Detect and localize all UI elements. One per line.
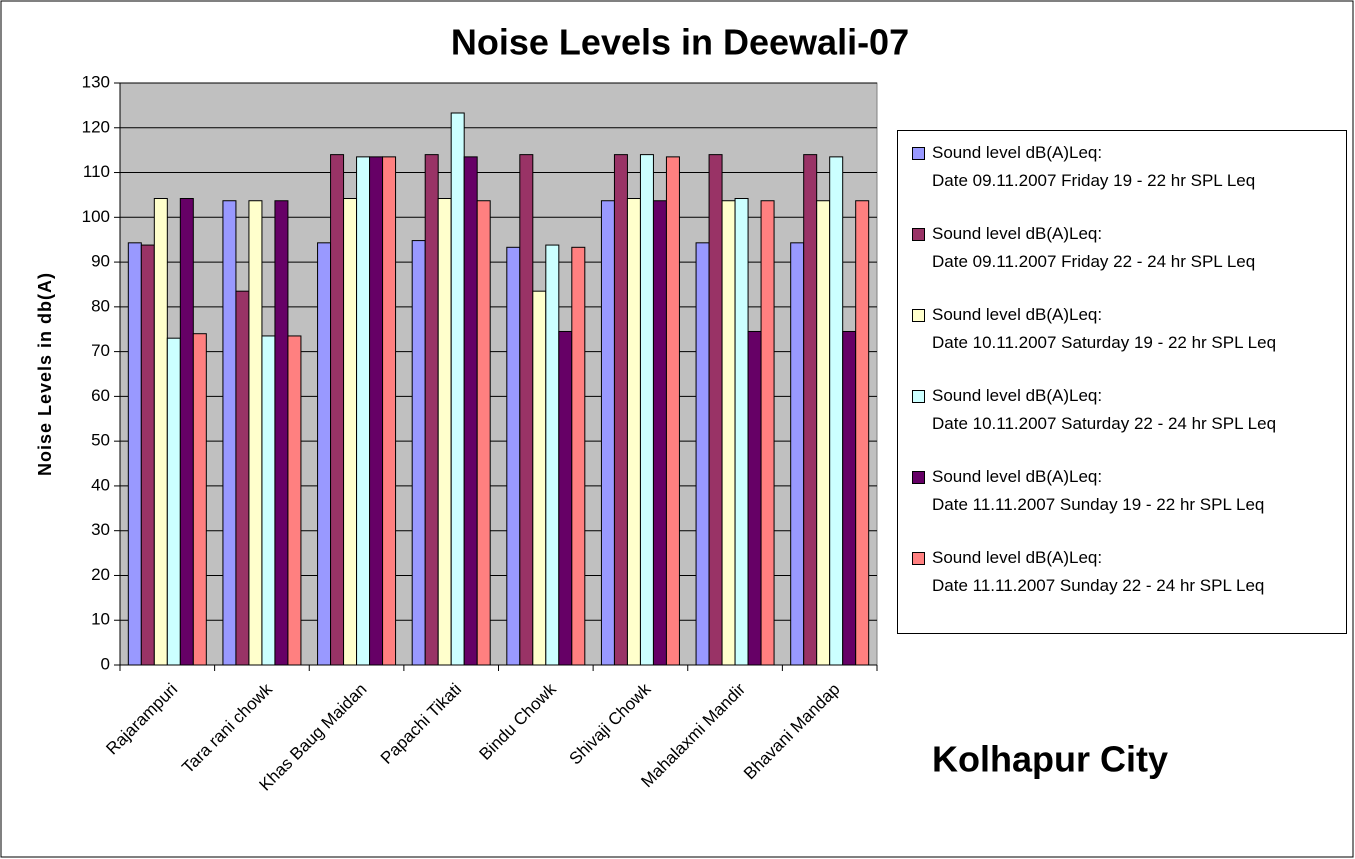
bar: [411, 240, 426, 666]
bar: [222, 200, 237, 666]
y-tick-label: 10: [91, 610, 110, 629]
bar: [179, 198, 194, 666]
legend-label: Sound level dB(A)Leq: Date 10.11.2007 Sa…: [932, 386, 1277, 433]
bar: [695, 242, 710, 666]
legend-swatch: [912, 471, 925, 484]
bar: [721, 200, 736, 666]
bar: [463, 156, 478, 666]
bar: [626, 198, 641, 666]
bar: [356, 156, 371, 666]
bar: [437, 198, 452, 666]
bar: [519, 154, 534, 666]
bar: [274, 200, 289, 666]
chart-title: Noise Levels in Deewali-07: [451, 22, 909, 63]
legend-label: Sound level dB(A)Leq: Date 11.11.2007 Su…: [932, 548, 1265, 595]
y-tick-label: 90: [91, 252, 110, 271]
bar: [506, 246, 521, 666]
bar: [571, 246, 586, 666]
y-tick-label: 60: [91, 386, 110, 405]
legend-label: Sound level dB(A)Leq: Date 11.11.2007 Su…: [932, 467, 1265, 514]
bar: [639, 154, 654, 666]
bar: [665, 156, 680, 666]
legend-swatch: [912, 228, 925, 241]
x-tick-label: Bhavani Mandap: [740, 680, 844, 784]
bar: [855, 200, 870, 666]
bar: [790, 242, 805, 666]
bar: [708, 154, 723, 666]
x-tick-label: Bindu Chowk: [476, 679, 561, 764]
x-tick-label: Shivaji Chowk: [566, 679, 655, 768]
bar: [476, 200, 491, 666]
bar: [382, 156, 397, 666]
bar: [558, 330, 573, 666]
bar: [287, 335, 302, 666]
bar: [140, 244, 155, 666]
legend-entry: Sound level dB(A)Leq: Date 11.11.2007 Su…: [912, 544, 1264, 600]
legend-label: Sound level dB(A)Leq: Date 09.11.2007 Fr…: [932, 224, 1256, 271]
legend-label: Sound level dB(A)Leq: Date 10.11.2007 Sa…: [932, 305, 1277, 352]
legend-swatch: [912, 147, 925, 160]
bar: [734, 198, 749, 666]
legend-swatch: [912, 309, 925, 322]
legend-swatch: [912, 390, 925, 403]
x-tick-label: Tara rani chowk: [178, 679, 276, 777]
legend-entry: Sound level dB(A)Leq: Date 09.11.2007 Fr…: [912, 139, 1255, 195]
bar: [261, 335, 276, 666]
bar: [192, 333, 207, 666]
y-tick-label: 100: [82, 207, 110, 226]
bar: [343, 198, 358, 666]
bar: [747, 330, 762, 666]
legend-entry: Sound level dB(A)Leq: Date 09.11.2007 Fr…: [912, 220, 1255, 276]
y-tick-label: 110: [83, 162, 110, 181]
y-tick-label: 120: [82, 117, 110, 136]
bar: [248, 200, 263, 666]
legend-entry: Sound level dB(A)Leq: Date 11.11.2007 Su…: [912, 463, 1264, 519]
bar: [760, 200, 775, 666]
y-tick-label: 80: [91, 296, 110, 315]
legend-entry: Sound level dB(A)Leq: Date 10.11.2007 Sa…: [912, 301, 1276, 357]
bar: [600, 200, 615, 666]
bar: [330, 154, 345, 666]
y-tick-label: 40: [91, 475, 110, 494]
x-tick-label: Rajarampuri: [102, 680, 181, 759]
legend-label: Sound level dB(A)Leq: Date 09.11.2007 Fr…: [932, 143, 1256, 190]
legend: Sound level dB(A)Leq: Date 09.11.2007 Fr…: [897, 130, 1347, 634]
bar: [317, 242, 332, 666]
bar: [545, 244, 560, 666]
y-tick-label: 0: [101, 654, 110, 673]
bar: [450, 112, 465, 666]
bar: [369, 156, 384, 666]
x-tick-label: Khas Baug Maidan: [256, 680, 371, 795]
bar: [424, 154, 439, 666]
bar: [652, 200, 667, 666]
y-tick-label: 50: [91, 431, 110, 450]
bar: [816, 200, 831, 666]
bar: [235, 290, 250, 666]
y-tick-label: 130: [82, 72, 110, 91]
y-axis-label: Noise Levels in db(A): [35, 272, 55, 476]
bar: [829, 156, 844, 666]
x-tick-label: Mahalaxmi Mandir: [637, 679, 749, 791]
bar: [613, 154, 628, 666]
y-tick-label: 70: [91, 341, 110, 360]
x-tick-label: Papachi Tikati: [377, 680, 465, 768]
annotation: Kolhapur City: [932, 739, 1168, 780]
bar: [127, 242, 142, 666]
bar: [803, 154, 818, 666]
y-tick-label: 30: [91, 520, 110, 539]
legend-swatch: [912, 552, 925, 565]
legend-entry: Sound level dB(A)Leq: Date 10.11.2007 Sa…: [912, 382, 1276, 438]
y-tick-label: 20: [91, 565, 110, 584]
bar: [842, 330, 857, 666]
bar: [153, 198, 168, 666]
bar: [532, 290, 547, 666]
bar: [166, 337, 181, 666]
